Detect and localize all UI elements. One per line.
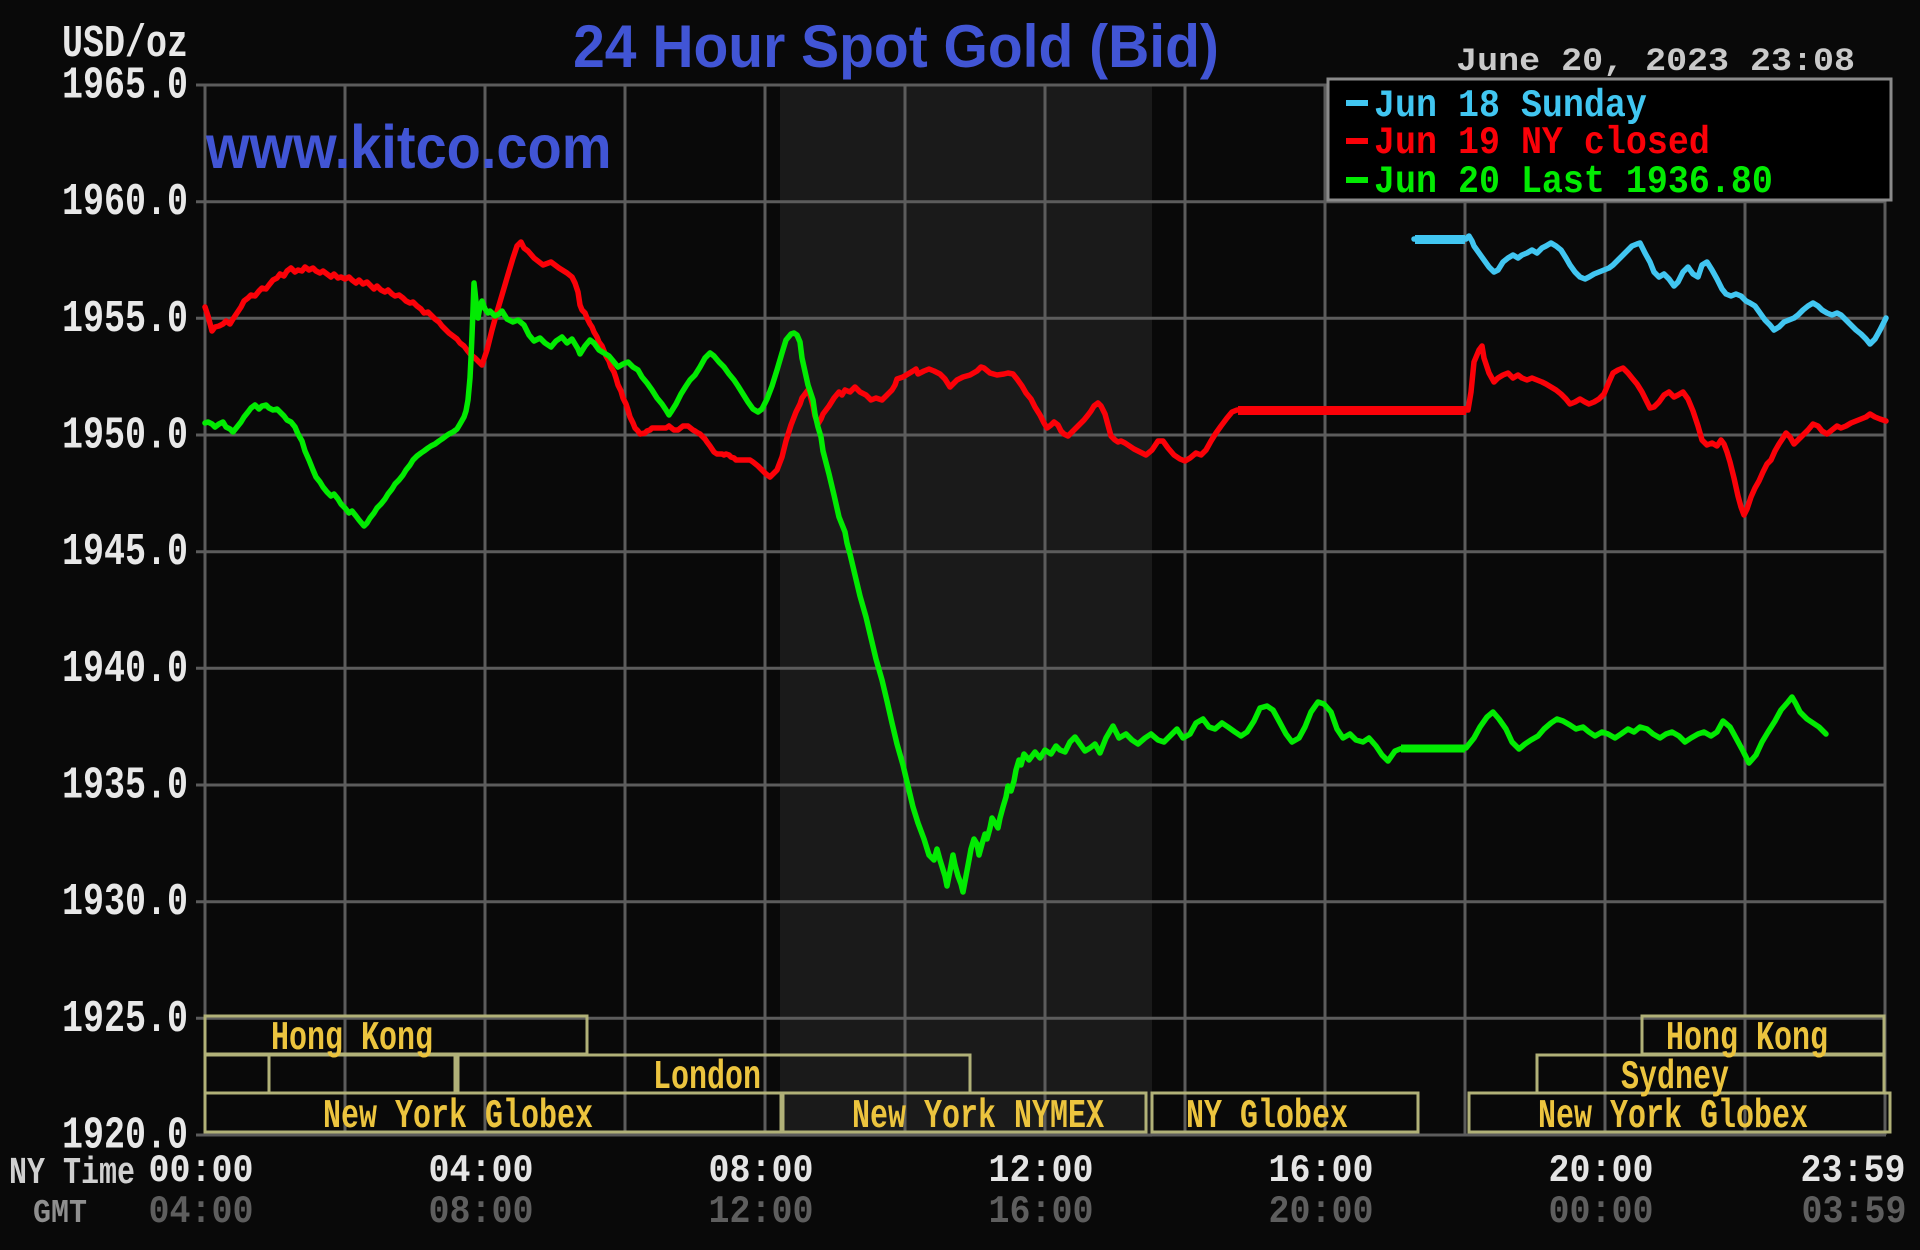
- svg-text:1960.0: 1960.0: [62, 177, 188, 228]
- svg-text:00:00: 00:00: [149, 1149, 254, 1193]
- svg-text:London: London: [653, 1054, 761, 1101]
- svg-text:Hong Kong: Hong Kong: [271, 1015, 433, 1062]
- svg-text:GMT: GMT: [33, 1194, 87, 1233]
- svg-text:04:00: 04:00: [149, 1190, 254, 1234]
- svg-text:1940.0: 1940.0: [62, 644, 188, 695]
- svg-text:Jun 19 NY closed: Jun 19 NY closed: [1374, 121, 1710, 165]
- svg-text:20:00: 20:00: [1269, 1190, 1374, 1234]
- svg-text:1950.0: 1950.0: [62, 411, 188, 462]
- svg-text:1935.0: 1935.0: [62, 761, 188, 812]
- svg-text:1965.0: 1965.0: [62, 61, 188, 112]
- svg-text:20:00: 20:00: [1549, 1149, 1654, 1193]
- svg-text:24 Hour Spot Gold (Bid): 24 Hour Spot Gold (Bid): [573, 14, 1219, 81]
- svg-text:NY Time: NY Time: [9, 1152, 135, 1195]
- svg-text:08:00: 08:00: [709, 1149, 814, 1193]
- svg-text:USD/oz: USD/oz: [62, 19, 188, 70]
- svg-text:1920.0: 1920.0: [62, 1111, 188, 1162]
- svg-text:03:59: 03:59: [1802, 1190, 1907, 1234]
- svg-text:00:00: 00:00: [1549, 1190, 1654, 1234]
- svg-text:04:00: 04:00: [429, 1149, 534, 1193]
- svg-text:08:00: 08:00: [429, 1190, 534, 1234]
- svg-text:12:00: 12:00: [709, 1190, 814, 1234]
- svg-text:12:00: 12:00: [989, 1149, 1094, 1193]
- svg-text:Sydney: Sydney: [1621, 1054, 1729, 1101]
- svg-text:Hong Kong: Hong Kong: [1666, 1015, 1828, 1062]
- svg-text:New York Globex: New York Globex: [323, 1093, 593, 1140]
- svg-text:23:59: 23:59: [1801, 1149, 1906, 1193]
- svg-text:1925.0: 1925.0: [62, 994, 188, 1045]
- svg-text:1955.0: 1955.0: [62, 294, 188, 345]
- svg-text:NY Globex: NY Globex: [1186, 1093, 1348, 1140]
- svg-text:16:00: 16:00: [989, 1190, 1094, 1234]
- svg-text:June 20, 2023 23:08: June 20, 2023 23:08: [1456, 44, 1855, 80]
- svg-text:1945.0: 1945.0: [62, 527, 188, 578]
- svg-text:www.kitco.com: www.kitco.com: [205, 114, 611, 182]
- svg-text:16:00: 16:00: [1269, 1149, 1374, 1193]
- svg-text:New York NYMEX: New York NYMEX: [852, 1093, 1104, 1140]
- svg-text:Jun 20 Last 1936.80: Jun 20 Last 1936.80: [1374, 160, 1773, 204]
- svg-text:Jun 18 Sunday: Jun 18 Sunday: [1374, 84, 1647, 128]
- svg-text:1930.0: 1930.0: [62, 877, 188, 928]
- svg-text:New York Globex: New York Globex: [1538, 1093, 1808, 1140]
